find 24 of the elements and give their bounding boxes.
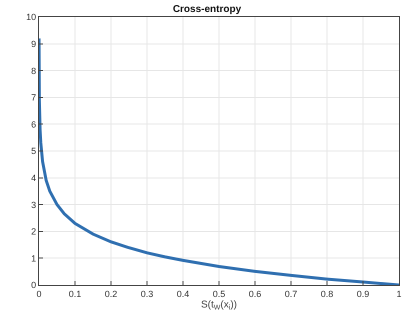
y-tick-label: 5 (31, 146, 36, 156)
y-tick-label: 0 (31, 280, 36, 290)
x-tick-label: 0.6 (248, 288, 262, 299)
y-tick-label: 3 (31, 200, 36, 210)
y-tick-label: 4 (31, 172, 36, 183)
x-axis-title: S(t$_{W}$(x$_{i}$)) (201, 299, 237, 312)
y-tick-label: 2 (31, 226, 36, 237)
y-tick-label: 10 (26, 12, 36, 22)
y-tick-label: 9 (31, 38, 36, 49)
x-tick-label: 1 (396, 288, 402, 299)
x-tick-label: 0.9 (356, 288, 370, 299)
x-tick-label: 0.7 (284, 288, 298, 299)
chart-title: Cross-entropy (172, 4, 242, 15)
x-tick-label: 0.1 (68, 288, 82, 299)
y-tick-label: 8 (31, 66, 36, 76)
x-tick-label: 0.4 (176, 288, 190, 299)
y-tick-label: 6 (31, 119, 36, 130)
x-tick-label: 0.5 (212, 288, 226, 299)
x-tick-label: 0.3 (140, 288, 154, 299)
y-tick-label: 1 (31, 253, 36, 264)
line-series (39, 36, 399, 285)
y-tick-label: 7 (31, 92, 36, 103)
x-tick-label: 0.8 (320, 288, 334, 299)
x-tick-label: 0.2 (104, 288, 118, 299)
